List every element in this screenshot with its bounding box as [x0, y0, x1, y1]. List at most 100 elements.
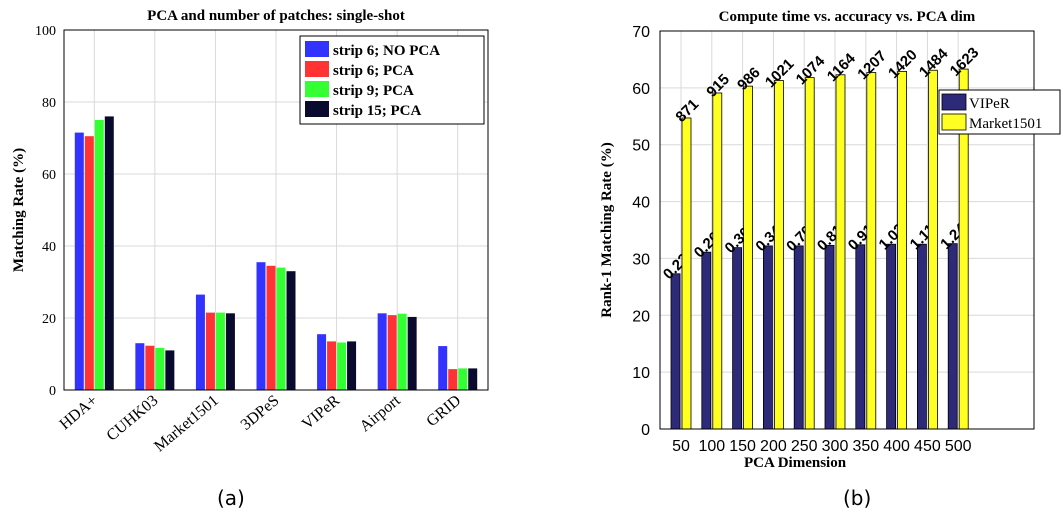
legend-swatch — [941, 93, 967, 111]
legend-swatch — [941, 113, 967, 131]
bar-Market1501-0 — [195, 294, 205, 390]
legend-swatch — [305, 101, 329, 117]
x-tick-label: 450 — [914, 438, 941, 455]
bar-150-Market1501 — [743, 85, 753, 430]
bar-350-VIPeR — [855, 244, 866, 430]
y-tick-label: 50 — [632, 138, 650, 155]
y-tick-label: 0 — [49, 384, 56, 399]
x-tick-label: 300 — [822, 438, 849, 455]
bar-Airport-0 — [377, 313, 387, 390]
x-tick-label: 200 — [760, 438, 787, 455]
x-tick-label: 400 — [883, 438, 910, 455]
bar-3DPeS-0 — [256, 262, 266, 390]
bar-HDA+-1 — [84, 136, 94, 390]
bar-3DPeS-3 — [286, 271, 296, 390]
bar-500-VIPeR — [947, 243, 958, 430]
bar-400-Market1501 — [897, 70, 907, 430]
legend-swatch — [305, 41, 329, 57]
chart-b-ylabel: Rank-1 Matching Rate (%) — [599, 142, 615, 317]
bar-50-VIPeR — [670, 273, 681, 430]
y-tick-label: 70 — [632, 24, 650, 41]
y-tick-label: 40 — [42, 240, 56, 255]
bar-400-VIPeR — [886, 243, 896, 430]
bar-200-Market1501 — [774, 80, 784, 430]
x-tick-label: VIPeR — [299, 392, 344, 433]
bar-GRID-1 — [448, 369, 458, 390]
legend-swatch — [305, 61, 329, 77]
bar-Airport-3 — [407, 316, 417, 390]
chart-a-ylabel: Matching Rate (%) — [11, 148, 27, 272]
legend-label: Market1501 — [969, 116, 1042, 132]
legend-label: strip 6; NO PCA — [333, 43, 440, 59]
bar-3DPeS-2 — [276, 267, 286, 390]
bar-450-Market1501 — [928, 69, 938, 430]
x-tick-label: Market1501 — [151, 392, 222, 455]
axes-frame-b — [659, 30, 1035, 430]
y-tick-label: 100 — [35, 24, 56, 39]
legend-swatch — [305, 81, 329, 97]
x-tick-label: 500 — [945, 438, 972, 455]
bar-Market1501-1 — [205, 312, 215, 390]
bar-100-Market1501 — [712, 92, 723, 430]
y-tick-label: 30 — [632, 251, 650, 268]
x-tick-label: HDA+ — [56, 392, 100, 433]
bar-300-Market1501 — [835, 74, 846, 430]
bar-GRID-0 — [438, 346, 448, 390]
bar-VIPeR-1 — [327, 341, 337, 390]
bar-CUHK03-2 — [155, 347, 165, 390]
bar-450-VIPeR — [917, 243, 927, 430]
x-tick-label: 100 — [698, 438, 725, 455]
bar-VIPeR-2 — [337, 342, 347, 390]
bar-250-VIPeR — [793, 245, 804, 430]
y-tick-label: 80 — [42, 96, 56, 111]
bar-HDA+-2 — [94, 120, 104, 390]
bar-300-VIPeR — [824, 244, 835, 430]
legend-label: VIPeR — [969, 96, 1010, 112]
chart-a-title: PCA and number of patches: single-shot — [147, 8, 405, 24]
y-tick-label: 20 — [632, 308, 650, 325]
x-tick-label: 350 — [852, 438, 879, 455]
bar-200-VIPeR — [763, 245, 773, 430]
bar-GRID-2 — [458, 368, 468, 390]
bar-CUHK03-0 — [135, 343, 145, 390]
bar-150-VIPeR — [732, 247, 742, 430]
bar-3DPeS-1 — [266, 265, 276, 390]
legend-label: strip 9; PCA — [333, 83, 414, 99]
x-tick-label: 50 — [672, 438, 690, 455]
x-tick-label: CUHK03 — [104, 392, 162, 444]
legend-label: strip 6; PCA — [333, 63, 414, 79]
x-tick-label: GRID — [423, 392, 464, 430]
x-tick-label: 150 — [729, 438, 756, 455]
caption-b: (b) — [843, 486, 872, 510]
y-tick-label: 40 — [632, 195, 650, 212]
bar-250-Market1501 — [804, 77, 815, 430]
bar-100-VIPeR — [701, 251, 712, 430]
bar-Market1501-3 — [225, 313, 235, 390]
bar-Market1501-2 — [215, 312, 225, 390]
legend-a — [299, 35, 485, 125]
axes-frame-a — [63, 29, 489, 391]
chart-b: 0102030405060700.23871500.269151000.3098… — [599, 9, 1061, 471]
legend-label: strip 15; PCA — [333, 103, 421, 119]
bar-GRID-3 — [468, 368, 478, 390]
caption-a: (a) — [217, 486, 245, 510]
y-tick-label: 20 — [42, 312, 56, 327]
y-tick-label: 60 — [42, 168, 56, 183]
bar-Airport-1 — [387, 315, 397, 390]
bar-VIPeR-3 — [347, 341, 357, 390]
bar-VIPeR-0 — [317, 334, 327, 390]
chart-b-xlabel: PCA Dimension — [744, 455, 847, 471]
bar-CUHK03-1 — [145, 345, 155, 390]
bar-Airport-2 — [397, 313, 407, 390]
bar-CUHK03-3 — [165, 350, 175, 390]
y-tick-label: 0 — [641, 422, 650, 439]
y-tick-label: 60 — [632, 81, 650, 98]
bar-HDA+-0 — [74, 132, 84, 390]
y-tick-label: 10 — [632, 365, 650, 382]
bar-50-Market1501 — [681, 117, 692, 430]
chart-b-title: Compute time vs. accuracy vs. PCA dim — [719, 9, 976, 25]
x-tick-label: 3DPeS — [238, 392, 283, 434]
bar-HDA+-3 — [104, 116, 114, 391]
